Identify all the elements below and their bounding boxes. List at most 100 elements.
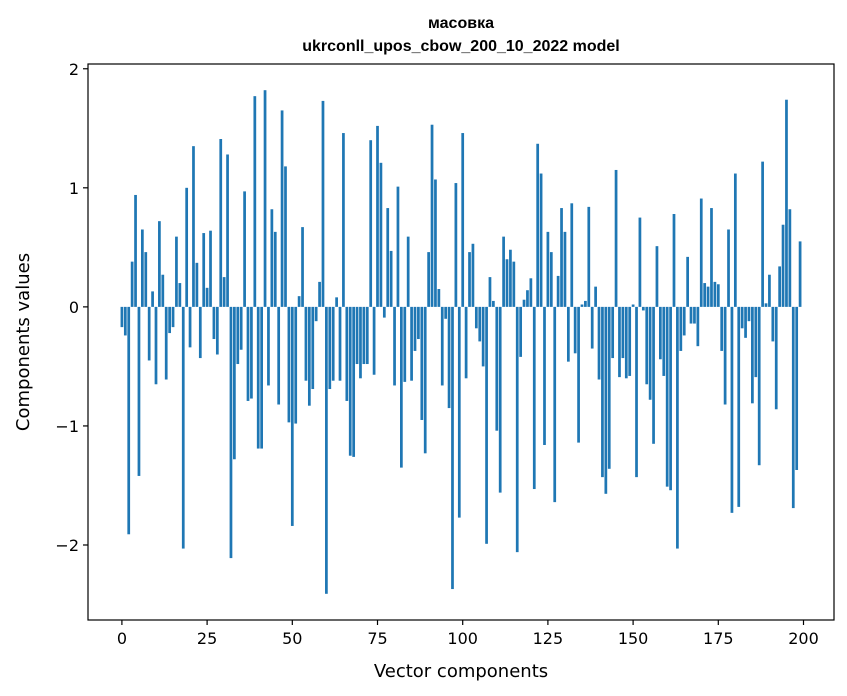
bar — [553, 306, 557, 503]
bar — [342, 133, 345, 307]
bar — [202, 233, 206, 307]
bar — [144, 252, 148, 307]
bar — [618, 306, 621, 378]
bar — [434, 179, 437, 307]
bar — [539, 173, 543, 307]
bar — [215, 306, 219, 355]
bar — [495, 306, 499, 431]
bar — [243, 191, 246, 307]
bar — [457, 306, 461, 518]
x-axis-ticks: 0 25 50 75 100 125 150 175 200 — [117, 620, 819, 648]
bar — [389, 250, 393, 307]
bar — [345, 306, 349, 401]
x-tick-label: 25 — [197, 629, 217, 648]
bar — [280, 110, 284, 307]
bar — [471, 243, 475, 307]
plot-frame — [87, 63, 835, 621]
x-tick-label: 50 — [282, 629, 302, 648]
x-tick-label: 0 — [117, 629, 127, 648]
bar — [740, 306, 744, 329]
bar — [641, 306, 645, 311]
bar — [648, 306, 652, 400]
bar — [751, 306, 754, 404]
bar — [686, 256, 689, 307]
bar — [563, 231, 567, 307]
bar — [676, 306, 679, 549]
bar — [771, 306, 775, 342]
bar — [338, 306, 342, 381]
bar — [580, 304, 584, 307]
bar — [331, 306, 335, 381]
bar — [587, 206, 591, 307]
bar — [321, 100, 325, 307]
bar — [556, 275, 560, 307]
bar — [359, 306, 362, 379]
bar — [379, 162, 383, 307]
bar — [123, 306, 127, 336]
y-tick-label: 1 — [69, 179, 79, 198]
bar — [631, 304, 635, 307]
x-tick-label: 175 — [703, 629, 734, 648]
bar — [229, 306, 233, 559]
x-axis-label: Vector components — [374, 661, 548, 682]
bar — [430, 124, 434, 307]
bar — [410, 306, 413, 381]
bar — [270, 209, 274, 307]
bar — [594, 286, 597, 307]
bar — [154, 306, 158, 385]
chart-title: масовка — [428, 15, 494, 32]
bar — [502, 236, 505, 307]
bar — [498, 306, 502, 493]
bar — [597, 306, 601, 380]
bar — [352, 306, 356, 457]
bar — [348, 306, 352, 456]
bar — [638, 217, 642, 307]
bar — [130, 261, 134, 307]
bar — [396, 186, 400, 307]
bar — [723, 306, 727, 405]
bar — [543, 306, 546, 445]
bar — [659, 306, 662, 360]
bar — [325, 306, 328, 594]
bar — [788, 209, 792, 307]
bar — [273, 231, 277, 307]
bar — [570, 203, 574, 307]
bar — [488, 277, 492, 307]
bar — [427, 252, 430, 307]
bar — [236, 306, 240, 365]
bar — [376, 125, 379, 307]
bar — [246, 306, 250, 401]
bar — [212, 306, 216, 340]
bar — [645, 306, 649, 385]
bar — [161, 274, 165, 307]
bar — [635, 306, 638, 478]
bar — [761, 161, 764, 307]
bar — [621, 306, 625, 359]
bar — [716, 284, 720, 307]
y-tick-label: −2 — [55, 536, 79, 555]
y-axis-ticks: −2 −1 0 1 2 — [55, 60, 88, 555]
bar — [185, 187, 189, 307]
bar — [168, 306, 171, 334]
bar — [198, 306, 202, 359]
bar — [335, 297, 338, 307]
bar — [529, 278, 533, 307]
bar — [188, 306, 192, 348]
bar — [744, 306, 747, 338]
x-tick-label: 200 — [788, 629, 819, 648]
bar — [577, 306, 580, 443]
bar — [509, 249, 512, 307]
bar — [219, 139, 223, 307]
bar — [693, 306, 696, 324]
bar — [689, 306, 693, 324]
bar — [614, 169, 618, 307]
bar — [406, 236, 410, 307]
bar — [611, 306, 615, 359]
bar — [287, 306, 291, 423]
bar — [727, 229, 730, 307]
bar — [437, 289, 441, 307]
bar — [604, 306, 608, 494]
bar — [307, 306, 311, 406]
bar — [652, 306, 655, 444]
bar — [768, 274, 771, 307]
